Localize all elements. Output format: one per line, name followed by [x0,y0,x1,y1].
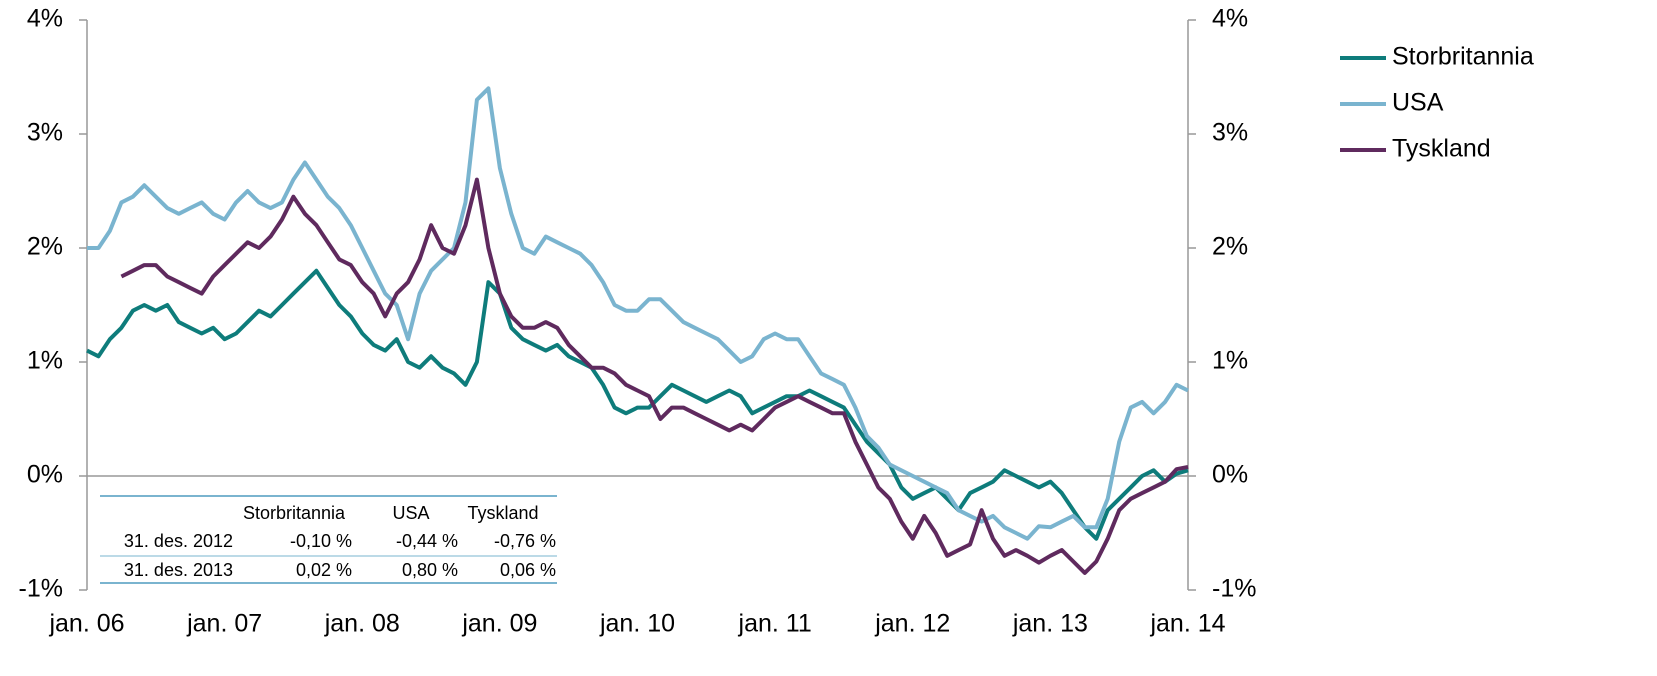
table-header: USA [392,503,429,523]
y2-tick-label: -1% [1212,575,1256,603]
legend-label: Storbritannia [1392,43,1534,71]
x-tick-label: jan. 07 [186,610,262,638]
y-tick-label: 3% [27,119,63,147]
y2-tick-label: 1% [1212,347,1248,375]
x-tick-label: jan. 09 [461,610,537,638]
x-tick-label: jan. 12 [874,610,950,638]
y2-tick-label: 3% [1212,119,1248,147]
x-tick-label: jan. 10 [599,610,675,638]
table-cell: 0,06 % [500,560,556,580]
x-tick-label: jan. 11 [738,610,812,638]
table-row-label: 31. des. 2013 [124,560,233,580]
table-header: Tyskland [467,503,538,523]
y2-tick-label: 0% [1212,461,1248,489]
legend-label: USA [1392,89,1444,117]
y-tick-label: 4% [27,5,63,33]
table-cell: -0,10 % [290,531,352,551]
y2-tick-label: 4% [1212,5,1248,33]
x-tick-label: jan. 13 [1012,610,1088,638]
table-cell: 0,80 % [402,560,458,580]
x-tick-label: jan. 14 [1149,610,1225,638]
y2-tick-label: 2% [1212,233,1248,261]
series-line [120,177,1189,575]
table-row-label: 31. des. 2012 [124,531,233,551]
y-tick-label: 1% [27,347,63,375]
series-line [86,268,1189,541]
y-tick-label: 2% [27,233,63,261]
table-cell: -0,44 % [396,531,458,551]
x-tick-label: jan. 06 [48,610,124,638]
table-cell: -0,76 % [494,531,556,551]
x-tick-label: jan. 08 [324,610,400,638]
y-tick-label: 0% [27,461,63,489]
table-cell: 0,02 % [296,560,352,580]
y-tick-label: -1% [19,575,63,603]
series-line [87,86,1189,541]
table-header: Storbritannia [243,503,346,523]
legend-label: Tyskland [1392,135,1491,163]
